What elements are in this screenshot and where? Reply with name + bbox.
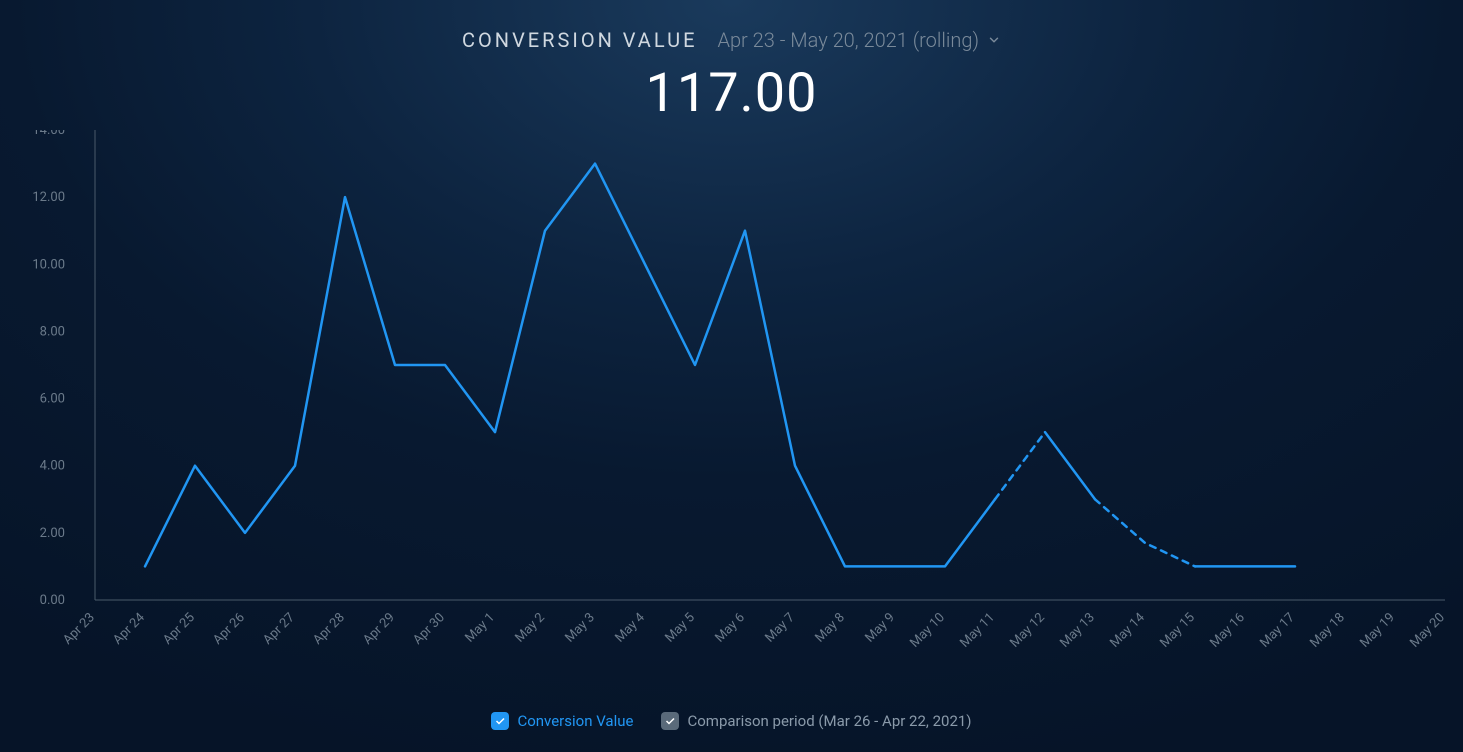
- svg-text:May 14: May 14: [1107, 610, 1148, 651]
- svg-text:Apr 29: Apr 29: [360, 610, 397, 647]
- svg-text:Apr 27: Apr 27: [260, 610, 297, 647]
- svg-text:May 5: May 5: [662, 610, 697, 645]
- svg-text:May 1: May 1: [462, 610, 497, 645]
- svg-text:8.00: 8.00: [40, 324, 65, 339]
- svg-text:Apr 30: Apr 30: [410, 610, 447, 647]
- svg-text:10.00: 10.00: [32, 257, 65, 272]
- svg-text:May 11: May 11: [957, 610, 998, 651]
- checkbox-secondary[interactable]: [661, 712, 679, 730]
- svg-text:Apr 28: Apr 28: [310, 610, 347, 647]
- date-range-text: Apr 23 - May 20, 2021 (rolling): [717, 28, 979, 52]
- checkmark-icon: [664, 715, 676, 727]
- svg-text:May 18: May 18: [1307, 610, 1348, 651]
- svg-text:May 15: May 15: [1157, 610, 1198, 651]
- svg-text:May 7: May 7: [762, 610, 797, 645]
- svg-text:12.00: 12.00: [32, 190, 65, 205]
- svg-text:14.00: 14.00: [32, 130, 65, 138]
- svg-text:May 20: May 20: [1407, 610, 1448, 651]
- chart-header: CONVERSION VALUE Apr 23 - May 20, 2021 (…: [0, 0, 1463, 125]
- svg-text:May 3: May 3: [562, 610, 597, 645]
- svg-text:6.00: 6.00: [40, 392, 65, 407]
- svg-text:0.00: 0.00: [40, 593, 65, 608]
- legend-primary-label: Conversion Value: [517, 712, 633, 730]
- svg-text:May 10: May 10: [907, 610, 948, 651]
- svg-text:May 17: May 17: [1257, 610, 1298, 651]
- svg-text:May 9: May 9: [862, 610, 897, 645]
- svg-text:May 8: May 8: [812, 610, 847, 645]
- svg-text:May 13: May 13: [1057, 610, 1098, 651]
- legend-item-primary[interactable]: Conversion Value: [491, 712, 633, 730]
- date-range-selector[interactable]: Apr 23 - May 20, 2021 (rolling): [717, 28, 1001, 52]
- chevron-down-icon: [987, 33, 1001, 47]
- legend: Conversion Value Comparison period (Mar …: [0, 712, 1463, 730]
- svg-text:May 12: May 12: [1007, 610, 1048, 651]
- svg-text:Apr 23: Apr 23: [60, 610, 97, 647]
- svg-text:May 16: May 16: [1207, 610, 1248, 651]
- metric-total-value: 117.00: [0, 62, 1463, 125]
- legend-item-secondary[interactable]: Comparison period (Mar 26 - Apr 22, 2021…: [661, 712, 971, 730]
- svg-text:Apr 25: Apr 25: [160, 610, 197, 647]
- svg-text:Apr 24: Apr 24: [110, 610, 148, 648]
- svg-text:May 4: May 4: [612, 610, 648, 646]
- svg-text:4.00: 4.00: [40, 459, 65, 474]
- checkmark-icon: [494, 715, 506, 727]
- svg-text:May 19: May 19: [1357, 610, 1398, 651]
- svg-text:2.00: 2.00: [40, 526, 65, 541]
- svg-text:Apr 26: Apr 26: [210, 610, 247, 647]
- title-row: CONVERSION VALUE Apr 23 - May 20, 2021 (…: [0, 28, 1463, 52]
- metric-name: CONVERSION VALUE: [462, 28, 697, 52]
- chart-area: 0.00 2.00 4.00 6.00 8.00 10.00 12.00 14.00 Apr 2…: [0, 130, 1463, 692]
- checkbox-primary[interactable]: [491, 712, 509, 730]
- line-chart: 0.00 2.00 4.00 6.00 8.00 10.00 12.00 14.00 Apr 2…: [0, 130, 1463, 692]
- legend-secondary-label: Comparison period (Mar 26 - Apr 22, 2021…: [687, 712, 971, 730]
- svg-text:May 6: May 6: [712, 610, 747, 645]
- svg-text:May 2: May 2: [512, 610, 547, 645]
